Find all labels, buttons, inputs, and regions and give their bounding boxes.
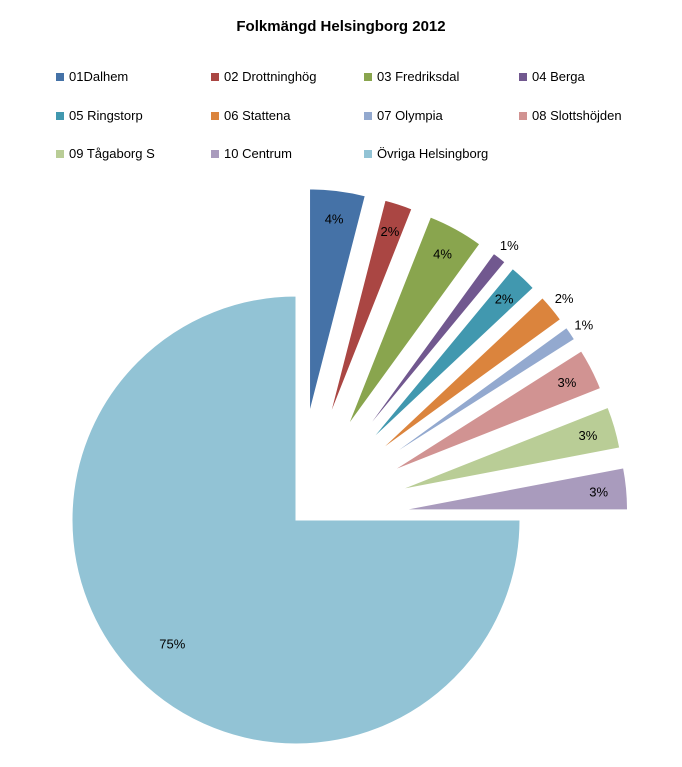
data-label: 4% [325, 211, 344, 226]
legend-label: 10 Centrum [224, 146, 292, 161]
legend-swatch [211, 111, 219, 120]
pie-slice [369, 267, 534, 442]
legend-item: 07 Olympia [364, 108, 443, 123]
legend-swatch [56, 111, 64, 120]
data-label: 2% [555, 291, 574, 306]
legend-label: 04 Berga [532, 69, 585, 84]
legend-item: 06 Stattena [211, 108, 291, 123]
pie-slice [385, 326, 576, 460]
pie-slice [378, 297, 562, 452]
legend-label: 03 Fredriksdal [377, 69, 460, 84]
pie-slice [399, 406, 621, 491]
legend-label: Övriga Helsingborg [377, 146, 489, 161]
pie-slice [361, 252, 506, 435]
legend-label: 05 Ringstorp [69, 108, 143, 123]
legend-swatch [364, 111, 372, 120]
legend-item: 09 Tågaborg S [56, 146, 155, 161]
legend-item: 08 Slottshöjden [519, 108, 622, 123]
legend-item: 03 Fredriksdal [364, 69, 459, 84]
legend-swatch [211, 149, 219, 158]
pie-slice [347, 216, 481, 426]
legend-item: 10 Centrum [211, 146, 292, 161]
legend-label: 06 Stattena [224, 108, 291, 123]
data-label: 1% [574, 317, 593, 332]
legend-swatch [519, 72, 527, 81]
pie-slice [391, 350, 602, 472]
data-label: 3% [558, 375, 577, 390]
legend-swatch [56, 149, 64, 158]
data-label: 4% [433, 247, 452, 262]
legend-item: Övriga Helsingborg [364, 146, 488, 161]
legend-label: 09 Tågaborg S [69, 146, 155, 161]
data-label: 2% [381, 224, 400, 239]
data-label: 3% [579, 428, 598, 443]
legend-label: 07 Olympia [377, 108, 443, 123]
data-label: 1% [500, 238, 519, 253]
legend-swatch [364, 149, 372, 158]
pie-slice [71, 295, 521, 745]
data-label: 2% [495, 291, 514, 306]
legend-label: 02 Drottninghög [224, 69, 317, 84]
legend-item: 02 Drottninghög [211, 69, 317, 84]
legend-item: 01Dalhem [56, 69, 128, 84]
legend-swatch [519, 111, 527, 120]
legend-label: 08 Slottshöjden [532, 108, 622, 123]
pie-slice [309, 188, 366, 413]
legend-swatch [56, 72, 64, 81]
pie-slice [328, 199, 413, 418]
data-label: 3% [589, 484, 608, 499]
legend-label: 01Dalhem [69, 69, 129, 84]
legend: 01Dalhem 02 Drottninghög 03 Fredriksdal 04 … [0, 0, 682, 170]
legend-item: 05 Ringstorp [56, 108, 143, 123]
legend-swatch [364, 72, 372, 81]
pie-slice [403, 467, 629, 511]
chart-title: Folkmängd Helsingborg 2012 [236, 18, 446, 35]
legend-swatch [211, 72, 219, 81]
data-label: 75% [159, 637, 185, 652]
legend-item: 04 Berga [519, 69, 585, 84]
